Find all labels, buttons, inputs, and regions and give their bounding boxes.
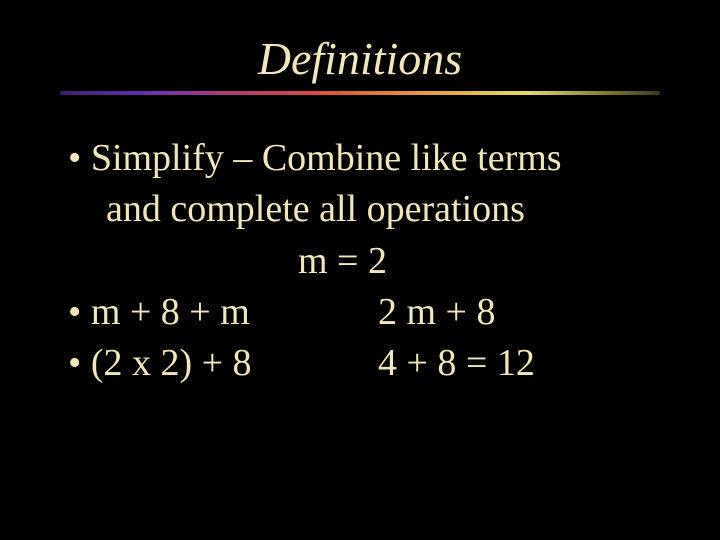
divider-gradient — [60, 91, 660, 95]
example-1-expression: m + 8 + m — [68, 287, 378, 338]
example-2-expression: (2 x 2) + 8 — [68, 338, 378, 389]
example-row-2: (2 x 2) + 8 4 + 8 = 12 — [68, 338, 660, 389]
bullet-definition-line1: Simplify – Combine like terms — [68, 133, 660, 184]
slide-title: Definitions — [60, 32, 660, 85]
given-equation: m = 2 — [68, 236, 660, 287]
definition-line2: and complete all operations — [68, 184, 660, 235]
slide: Definitions Simplify – Combine like term… — [0, 0, 720, 540]
slide-body: Simplify – Combine like terms and comple… — [60, 133, 660, 389]
example-2-result: 4 + 8 = 12 — [378, 338, 660, 389]
example-1-result: 2 m + 8 — [378, 287, 660, 338]
example-row-1: m + 8 + m 2 m + 8 — [68, 287, 660, 338]
